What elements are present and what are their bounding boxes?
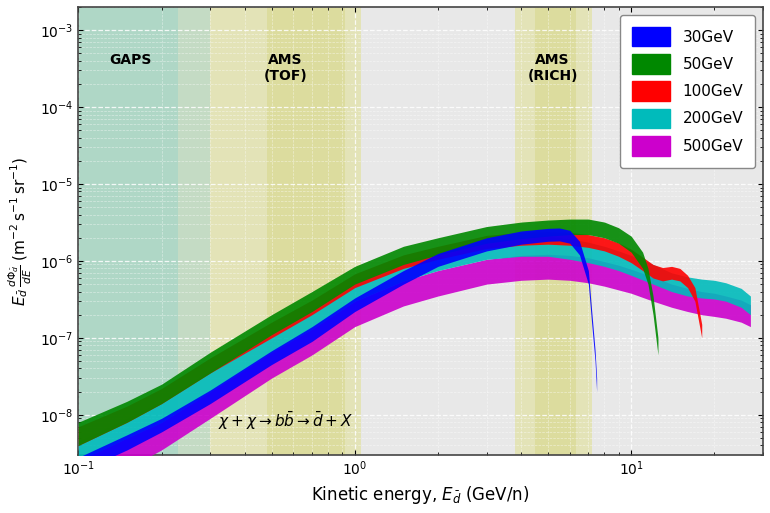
- Bar: [79, 7, 179, 455]
- Bar: [79, 7, 210, 455]
- Text: AMS
(TOF): AMS (TOF): [263, 53, 307, 84]
- X-axis label: Kinetic energy, $E_{\bar{d}}$ (GeV/n): Kinetic energy, $E_{\bar{d}}$ (GeV/n): [311, 484, 530, 506]
- Text: AMS
(RICH): AMS (RICH): [527, 53, 578, 84]
- Bar: [515, 7, 591, 455]
- Text: $\chi + \chi \rightarrow b\bar{b} \rightarrow \bar{d} + X$: $\chi + \chi \rightarrow b\bar{b} \right…: [218, 410, 353, 432]
- Y-axis label: $E_{\bar{d}}\,\frac{d\Phi_{\bar{d}}}{dE}\;(\mathrm{m}^{-2}\,\mathrm{s}^{-1}\,\ma: $E_{\bar{d}}\,\frac{d\Phi_{\bar{d}}}{dE}…: [7, 156, 35, 306]
- Bar: [266, 7, 345, 455]
- Bar: [210, 7, 360, 455]
- Legend: 30GeV, 50GeV, 100GeV, 200GeV, 500GeV: 30GeV, 50GeV, 100GeV, 200GeV, 500GeV: [620, 14, 755, 168]
- Text: GAPS: GAPS: [110, 53, 152, 67]
- Bar: [535, 7, 576, 455]
